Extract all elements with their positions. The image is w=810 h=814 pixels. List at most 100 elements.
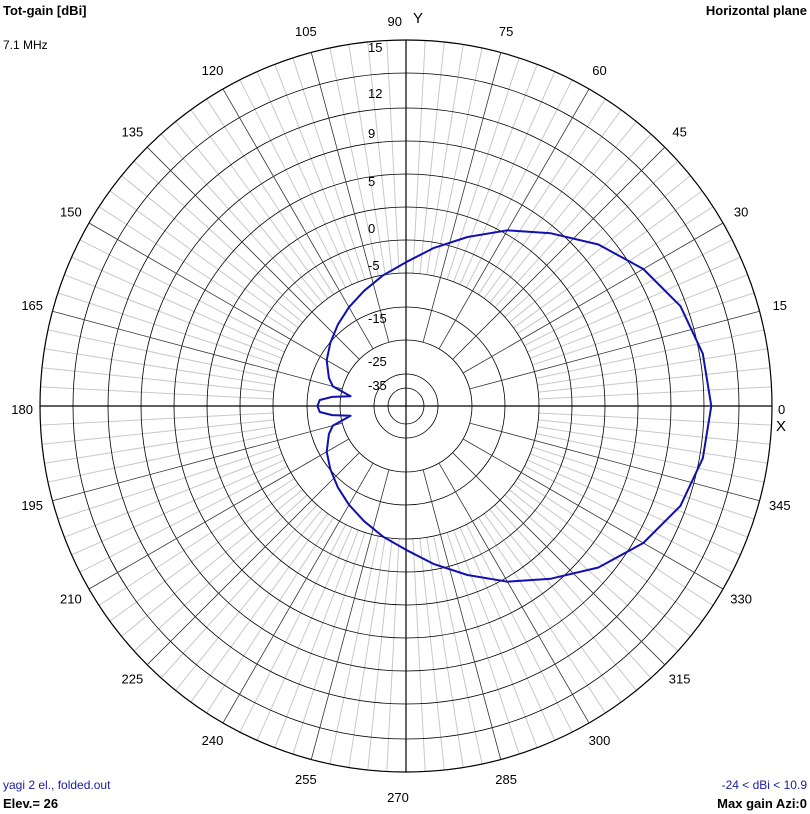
radial-tick-label: -5: [368, 258, 380, 273]
minor-spoke: [537, 348, 768, 386]
minor-spoke: [292, 57, 366, 280]
angle-tick-label: 45: [672, 124, 686, 139]
angle-tick-label: 180: [11, 402, 33, 417]
minor-spoke: [206, 517, 334, 714]
minor-spoke: [121, 489, 303, 637]
minor-spoke: [206, 98, 334, 295]
minor-spoke: [41, 419, 274, 445]
minor-spoke: [489, 509, 637, 691]
radial-tick-label: 12: [368, 86, 382, 101]
elevation-label: Elev.= 26: [3, 796, 59, 811]
minor-spoke: [239, 79, 347, 288]
minor-spoke: [446, 57, 520, 280]
minor-spoke: [517, 206, 714, 334]
minor-spoke: [419, 538, 445, 771]
minor-spoke: [41, 367, 274, 393]
minor-spoke: [538, 367, 771, 393]
angle-tick-label: 120: [202, 63, 224, 78]
minor-spoke: [64, 453, 283, 538]
minor-spoke: [348, 537, 386, 768]
major-spoke: [452, 146, 666, 360]
minor-spoke: [367, 41, 393, 274]
angle-tick-label: 255: [295, 772, 317, 787]
minor-spoke: [412, 538, 426, 772]
minor-grid: [40, 40, 772, 772]
minor-spoke: [517, 478, 714, 606]
angle-tick-label: 150: [60, 205, 82, 220]
minor-spoke: [133, 494, 308, 652]
radial-labels: 15 12 9 5 0 -5 -15 -25 -35: [368, 40, 387, 393]
major-spoke: [452, 452, 666, 666]
minor-spoke: [527, 256, 741, 353]
minor-spoke: [433, 47, 483, 277]
angle-tick-label: 270: [387, 790, 409, 805]
angle-tick-label: 135: [121, 124, 143, 139]
minor-spoke: [459, 527, 556, 741]
minor-spoke: [47, 329, 277, 379]
plane-label: Horizontal plane: [705, 3, 807, 18]
radial-tick-label: 15: [368, 40, 382, 55]
minor-spoke: [538, 412, 772, 426]
minor-spoke: [121, 175, 303, 323]
max-gain-label: Max gain Azi:0: [717, 796, 807, 811]
minor-spoke: [453, 64, 538, 283]
chart-title: Tot-gain [dBi]: [3, 3, 87, 18]
minor-spoke: [489, 121, 637, 303]
minor-spoke: [239, 524, 347, 733]
minor-spoke: [44, 348, 275, 386]
y-axis-label: Y: [413, 10, 423, 27]
angle-tick-label: 60: [592, 63, 606, 78]
minor-spoke: [446, 532, 520, 755]
minor-spoke: [453, 529, 538, 748]
major-spoke: [422, 52, 502, 343]
major-spoke: [52, 422, 343, 502]
minor-spoke: [478, 517, 606, 714]
gain-pattern-trace: [316, 229, 713, 583]
minor-spoke: [478, 98, 606, 295]
minor-spoke: [57, 446, 280, 520]
minor-spoke: [532, 292, 755, 366]
angle-tick-label: 345: [769, 498, 791, 513]
minor-spoke: [426, 537, 464, 768]
major-spoke: [146, 452, 360, 666]
minor-spoke: [504, 160, 679, 318]
minor-spoke: [44, 426, 275, 464]
minor-spoke: [329, 47, 379, 277]
minor-spoke: [529, 274, 748, 359]
minor-spoke: [513, 483, 703, 622]
minor-spoke: [465, 524, 573, 733]
radial-tick-label: -25: [368, 354, 387, 369]
minor-spoke: [175, 121, 323, 303]
minor-spoke: [524, 239, 733, 347]
minor-spoke: [98, 478, 295, 606]
angle-tick-label: 225: [121, 672, 143, 687]
radial-tick-label: -15: [368, 311, 387, 326]
minor-spoke: [433, 535, 483, 765]
frequency-label: 7.1 MHz: [3, 38, 48, 52]
radial-tick-label: 9: [368, 126, 375, 141]
angle-tick-label: 90: [388, 14, 402, 29]
minor-spoke: [386, 40, 400, 274]
major-spoke: [88, 222, 350, 374]
minor-spoke: [538, 419, 771, 445]
minor-spoke: [98, 206, 295, 334]
angle-tick-label: 240: [202, 733, 224, 748]
minor-spoke: [79, 465, 288, 573]
minor-spoke: [504, 494, 679, 652]
major-spoke: [438, 88, 590, 350]
minor-spoke: [274, 64, 359, 283]
angle-tick-label: 0: [778, 402, 785, 417]
angle-tick-label: 315: [669, 672, 691, 687]
minor-spoke: [535, 329, 765, 379]
minor-spoke: [367, 538, 393, 771]
minor-spoke: [71, 256, 285, 353]
gain-range: -24 < dBi < 10.9: [721, 778, 807, 792]
minor-spoke: [79, 239, 288, 347]
angle-tick-label: 300: [589, 733, 611, 748]
major-spoke: [469, 422, 760, 502]
minor-spoke: [538, 386, 772, 400]
minor-spoke: [348, 44, 386, 275]
major-spoke: [310, 469, 390, 760]
major-spoke: [310, 52, 390, 343]
major-spoke: [438, 462, 590, 724]
